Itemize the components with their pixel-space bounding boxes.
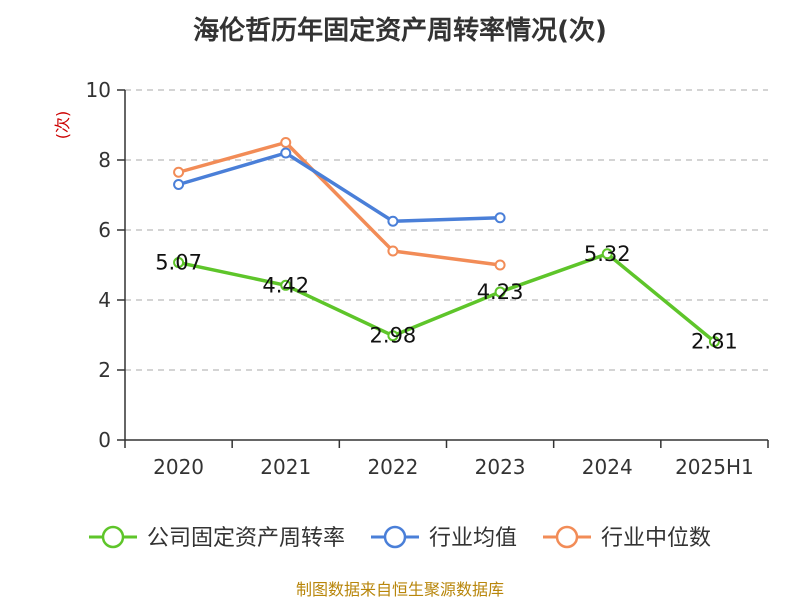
- legend-item-0: 公司固定资产周转率: [89, 525, 345, 551]
- xtick-label: 2022: [367, 455, 418, 479]
- data-labels: 5.07 4.42 2.98 4.23 5.32 2.81: [155, 242, 738, 354]
- data-label: 4.23: [477, 280, 524, 304]
- series-point-1: [173, 179, 185, 190]
- series-point-2: [173, 166, 185, 178]
- legend-marker: [555, 525, 579, 549]
- legend-item-2: 行业中位数: [543, 525, 711, 551]
- series-point-0: [708, 336, 720, 348]
- legend-label: 公司固定资产周转率: [147, 526, 345, 551]
- axes: 0 2 4 6 8 10 2020 2021 2022 2023 2024 2025H1 (次): [53, 78, 769, 479]
- data-label: 2.98: [370, 324, 417, 348]
- series-point-0: [387, 330, 399, 342]
- ytick-label: 0: [98, 428, 111, 452]
- grid-lines: [125, 89, 768, 371]
- xtick-label: 2024: [582, 455, 633, 479]
- legend-marker: [383, 525, 407, 549]
- series-point-1: [494, 212, 506, 224]
- ytick-label: 6: [98, 218, 111, 242]
- series-point-0: [280, 279, 292, 291]
- legend-item-1: 行业均值: [371, 525, 517, 551]
- legend-label: 行业中位数: [601, 526, 711, 551]
- series-point-0: [494, 286, 506, 298]
- xtick-label: 2021: [260, 455, 311, 479]
- y-axis-label: (次): [53, 111, 72, 140]
- legend-label: 行业均值: [429, 526, 517, 551]
- series-point-0: [601, 248, 613, 260]
- source-note: 制图数据来自恒生聚源数据库: [295, 580, 504, 599]
- chart-title: 海伦哲历年固定资产周转率情况(次): [193, 16, 607, 46]
- xtick-label: 2020: [153, 455, 204, 479]
- series-line-1: [178, 151, 501, 223]
- data-label: 2.81: [691, 330, 738, 354]
- series-point-1: [387, 215, 399, 227]
- ytick-label: 10: [86, 78, 111, 102]
- series-point-0: [173, 257, 185, 269]
- ytick-label: 8: [98, 148, 111, 172]
- xtick-label: 2023: [475, 455, 526, 479]
- series-point-2: [280, 137, 292, 148]
- legend: 公司固定资产周转率 行业均值 行业中位数: [89, 525, 711, 551]
- ytick-label: 2: [98, 358, 111, 382]
- ytick-label: 4: [98, 288, 111, 312]
- series-point-2: [387, 245, 399, 257]
- legend-marker: [101, 525, 125, 549]
- data-label: 5.07: [155, 251, 202, 275]
- series-line-0: [178, 252, 716, 344]
- data-label: 4.42: [262, 273, 309, 297]
- series-line-2: [178, 140, 501, 267]
- series: [173, 137, 720, 348]
- data-label: 5.32: [584, 242, 631, 266]
- series-point-2: [494, 259, 506, 271]
- series-point-1: [280, 147, 292, 159]
- xtick-label: 2025H1: [675, 455, 754, 479]
